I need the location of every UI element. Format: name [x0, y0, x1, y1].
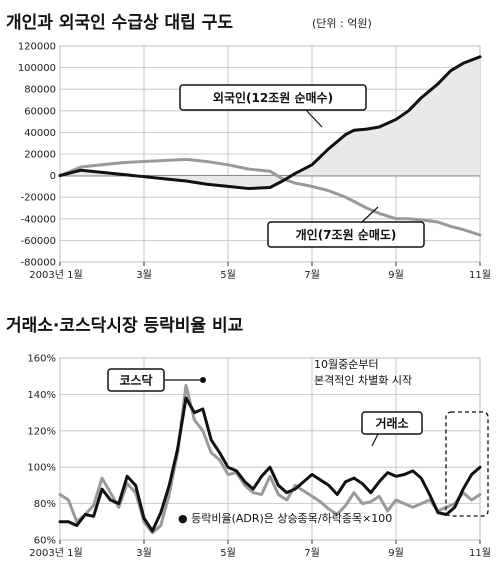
top-y-tick-label: 0 — [50, 171, 56, 182]
bottom-y-tick-label: 140% — [27, 390, 56, 401]
bottom-plot-area: 160% 140% 120% 100% 80% 60%2003년 1월 3월 5월 7월 9월 11… — [27, 354, 491, 560]
bottom-annotation-divergence-line2: 본격적인 차별화 시작 — [314, 374, 412, 387]
top-annotation-individual: 개인(7조원 순매도) — [296, 227, 397, 242]
top-x-tick-label: 7월 — [304, 269, 320, 281]
bottom-x-tick-label: 11월 — [469, 547, 491, 559]
top-annotation-box-individual — [267, 221, 425, 248]
top-y-tick-label: -60000 — [21, 236, 56, 247]
top-annotation-foreign: 외국인(12조원 순매수) — [213, 90, 333, 105]
top-y-tick-label: -80000 — [21, 258, 56, 269]
bottom-series-line-1 — [58, 383, 482, 535]
bottom-x-tick-label: 5월 — [220, 547, 236, 559]
top-y-tick-label: 40000 — [24, 128, 56, 139]
top-x-tick-label: 3월 — [136, 269, 152, 281]
bottom-annotation-divergence-line1: 10월중순부터 — [314, 358, 379, 371]
top-series-line-0 — [58, 55, 482, 191]
top-y-tick-label: 120000 — [18, 42, 56, 53]
bottom-y-tick-label: 80% — [34, 499, 56, 510]
top-chart-unit: (단위 : 억원) — [312, 17, 372, 30]
bottom-y-tick-label: 160% — [27, 354, 56, 365]
top-y-tick-label: 60000 — [24, 106, 56, 117]
bottom-x-tick-label: 9월 — [388, 547, 404, 559]
top-chart-title: 개인과 외국인 수급상 대립 구도 — [6, 13, 233, 33]
top-plot-area: 120000 100000 80000 60000 40000 20000 0 -20000 -… — [18, 42, 491, 282]
bottom-x-tick-label: 3월 — [136, 547, 152, 559]
top-annotation-leader-individual — [361, 206, 379, 223]
top-y-tick-label: 100000 — [18, 63, 56, 74]
top-x-tick-label: 11월 — [469, 269, 491, 281]
bottom-x-tick-label: 2003년 1월 — [29, 547, 82, 559]
top-annotation-leader-foreign — [305, 109, 323, 128]
top-x-tick-label: 5월 — [220, 269, 236, 281]
bottom-annotation-kosdaq: 코스닥 — [119, 373, 152, 388]
bottom-divergence-box — [445, 411, 489, 517]
top-annotation-box-foreign — [179, 84, 367, 111]
top-x-tick-label: 9월 — [388, 269, 404, 281]
top-y-tick-label: -20000 — [21, 193, 56, 204]
bottom-y-tick-label: 120% — [27, 426, 56, 437]
top-y-tick-label: 20000 — [24, 150, 56, 161]
top-y-tick-label: 80000 — [24, 85, 56, 96]
bottom-series-line-0 — [58, 396, 482, 533]
bottom-legend-note: ● 등락비율(ADR)은 상승종목/하락종목×100 — [178, 511, 392, 525]
top-y-tick-label: -40000 — [21, 214, 56, 225]
bottom-x-tick-label: 7월 — [304, 547, 320, 559]
bottom-y-tick-label: 60% — [34, 536, 56, 547]
top-series-line-1 — [58, 157, 482, 237]
bottom-annotation-kse: 거래소 — [375, 416, 408, 431]
top-foreign-area-fill — [60, 56, 480, 189]
bottom-annotation-leader-kse — [371, 433, 379, 447]
top-x-tick-label: 2003년 1월 — [29, 269, 82, 281]
bottom-chart-title: 거래소·코스닥시장 등락비율 비교 — [6, 316, 244, 336]
bottom-y-tick-label: 100% — [27, 463, 56, 474]
bottom-annotation-dot-kosdaq — [200, 377, 206, 383]
bottom-annotation-box-kse — [361, 411, 423, 435]
